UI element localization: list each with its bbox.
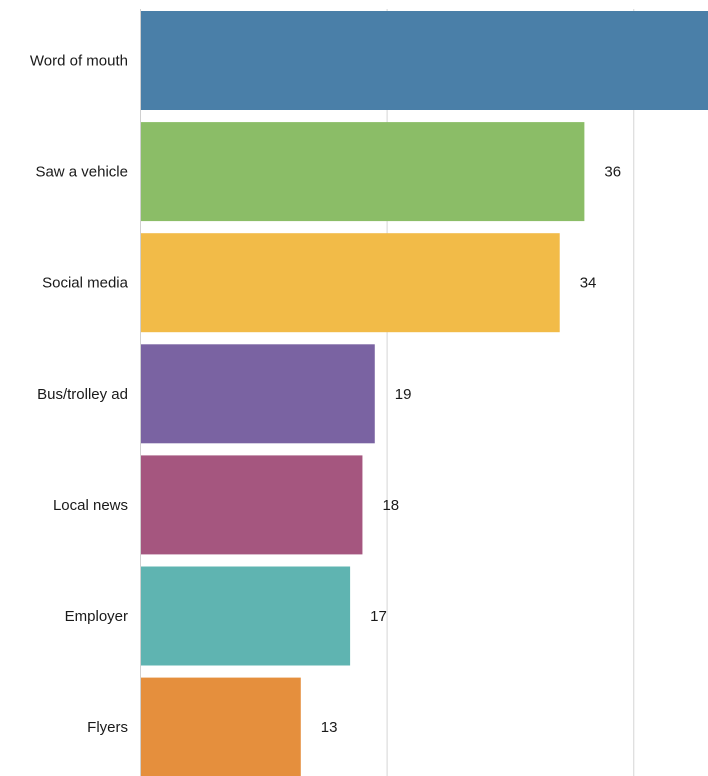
value-label-employer: 17 [370, 608, 387, 625]
category-label-bus-trolley-ad: Bus/trolley ad [37, 386, 128, 403]
bars [140, 11, 708, 776]
bar-saw-a-vehicle [140, 122, 585, 222]
category-label-local-news: Local news [53, 497, 128, 514]
value-label-bus-trolley-ad: 19 [395, 386, 412, 403]
bar-flyers [140, 677, 301, 776]
value-labels: 36 34 19 18 17 13 [321, 164, 621, 736]
category-labels: Word of mouth Saw a vehicle Social media Bu… [30, 53, 129, 737]
value-label-flyers: 13 [321, 719, 338, 736]
category-label-employer: Employer [65, 608, 128, 625]
bar-bus-trolley-ad [140, 344, 375, 444]
category-label-saw-a-vehicle: Saw a vehicle [35, 164, 128, 181]
bar-word-of-mouth [140, 11, 708, 110]
category-label-flyers: Flyers [87, 719, 128, 736]
value-label-saw-a-vehicle: 36 [604, 164, 621, 181]
bar-employer [140, 566, 351, 666]
bar-social-media [140, 233, 560, 333]
value-label-local-news: 18 [382, 497, 399, 514]
category-label-social-media: Social media [42, 275, 129, 292]
category-label-word-of-mouth: Word of mouth [30, 53, 128, 70]
value-label-social-media: 34 [580, 275, 597, 292]
bar-local-news [140, 455, 363, 555]
